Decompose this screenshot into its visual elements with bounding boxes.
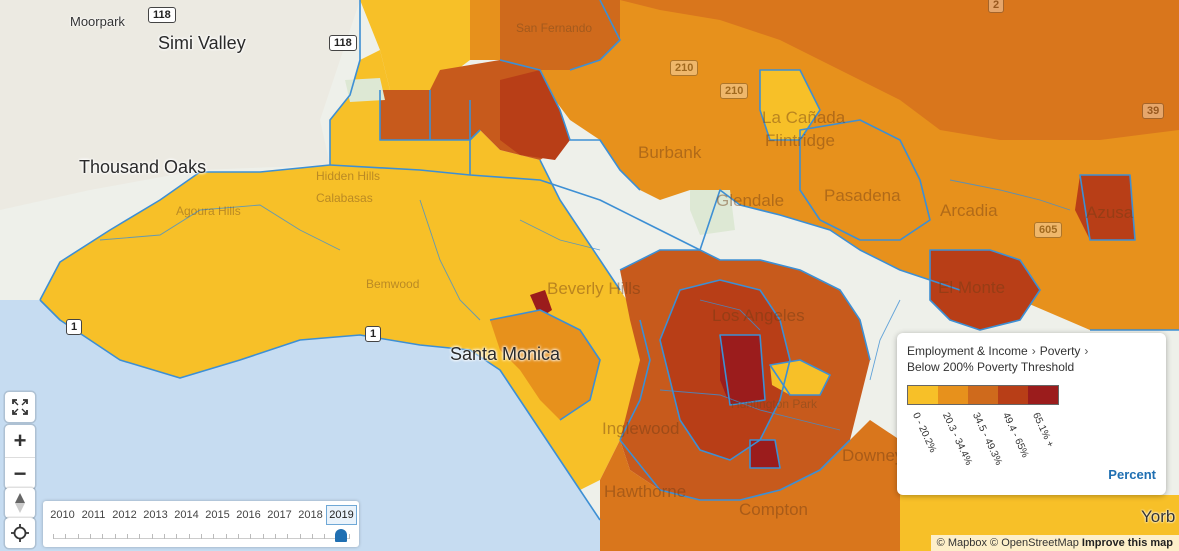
highway-shield: 210 xyxy=(670,60,699,76)
highway-shield: 210 xyxy=(720,83,749,99)
attribution: © Mapbox © OpenStreetMap Improve this ma… xyxy=(930,535,1179,551)
timeline-tick xyxy=(127,534,128,539)
year-list: 2010 2011 2012 2013 2014 2015 2016 2017 2018 2019 xyxy=(47,505,357,525)
highway-shield: 605 xyxy=(1034,222,1063,238)
year-timeline[interactable]: 2010 2011 2012 2013 2014 2015 2016 2017 2018 2019 xyxy=(43,501,359,547)
year-2011[interactable]: 2011 xyxy=(81,509,106,521)
mapbox-link[interactable]: © Mapbox xyxy=(936,537,987,549)
timeline-tick xyxy=(65,534,67,539)
osm-link[interactable]: © OpenStreetMap xyxy=(990,537,1079,549)
timeline-tick xyxy=(287,534,289,539)
year-2015[interactable]: 2015 xyxy=(205,509,230,521)
highway-shield: 1 xyxy=(365,326,382,342)
breadcrumb: Employment & Income › Poverty › Below 200% P… xyxy=(907,343,1157,375)
year-2014[interactable]: 2014 xyxy=(174,509,199,521)
timeline-tick xyxy=(275,534,276,539)
legend-swatches xyxy=(907,385,1059,405)
zoom-in-button[interactable]: + xyxy=(13,428,27,453)
timeline-tick xyxy=(324,534,326,539)
timeline-tick xyxy=(225,534,227,539)
percent-toggle-button[interactable]: Percent xyxy=(1108,467,1156,482)
legend-bin-label: 0 - 20.2% xyxy=(910,411,939,455)
legend-bin-label: 65.1% + xyxy=(1030,411,1056,450)
expand-icon xyxy=(12,399,28,415)
fullscreen-button[interactable] xyxy=(5,392,35,422)
timeline-tick xyxy=(299,534,301,539)
compass-button[interactable] xyxy=(5,488,35,518)
year-2019[interactable]: 2019 xyxy=(326,505,357,525)
legend-bin-label: 34.5 - 49.3% xyxy=(970,411,1004,468)
legend-swatch xyxy=(998,386,1028,404)
legend-labels: 0 - 20.2% 20.3 - 34.4% 34.5 - 49.3% 49.4 - … xyxy=(907,407,1067,477)
zoom-out-button[interactable]: − xyxy=(5,457,35,490)
chevron-right-icon: › xyxy=(1031,344,1036,358)
timeline-slider-handle[interactable] xyxy=(335,529,347,542)
timeline-tick xyxy=(176,534,178,539)
timeline-tick xyxy=(188,534,190,539)
improve-map-link[interactable]: Improve this map xyxy=(1081,537,1173,549)
highway-shield: 118 xyxy=(148,7,176,23)
crumb-item[interactable]: Employment & Income xyxy=(907,344,1028,358)
year-2010[interactable]: 2010 xyxy=(50,509,75,521)
timeline-tick xyxy=(151,534,153,539)
legend-panel: Employment & Income › Poverty › Below 200% P… xyxy=(897,333,1166,495)
timeline-tick xyxy=(77,534,79,539)
highway-shield: 2 xyxy=(988,0,1005,13)
year-2018[interactable]: 2018 xyxy=(298,509,323,521)
legend-swatch xyxy=(968,386,998,404)
timeline-ticks xyxy=(53,534,350,542)
year-2012[interactable]: 2012 xyxy=(112,509,137,521)
timeline-tick xyxy=(213,534,215,539)
year-2013[interactable]: 2013 xyxy=(143,509,168,521)
legend-swatch xyxy=(908,386,938,404)
timeline-tick xyxy=(250,534,252,539)
highway-shield: 39 xyxy=(1142,103,1165,119)
crumb-item[interactable]: Below 200% Poverty Threshold xyxy=(907,360,1075,374)
timeline-tick xyxy=(349,534,350,539)
year-2017[interactable]: 2017 xyxy=(267,509,292,521)
timeline-tick xyxy=(114,534,116,539)
crumb-item[interactable]: Poverty xyxy=(1039,344,1081,358)
legend-bin-label: 20.3 - 34.4% xyxy=(940,411,974,468)
timeline-tick xyxy=(90,534,91,539)
timeline-tick xyxy=(164,534,165,539)
timeline-tick xyxy=(262,534,264,539)
locate-button[interactable] xyxy=(5,518,35,548)
locate-icon xyxy=(11,524,29,542)
highway-shield: 118 xyxy=(329,35,357,51)
compass-icon xyxy=(15,493,25,513)
legend-swatch xyxy=(1028,386,1058,404)
timeline-tick xyxy=(238,534,239,539)
legend-bin-label: 49.4 - 65% xyxy=(1000,411,1031,460)
timeline-tick xyxy=(53,534,54,539)
legend-swatch xyxy=(938,386,968,404)
timeline-tick xyxy=(139,534,141,539)
highway-shield: 1 xyxy=(66,319,83,335)
zoom-control: + − xyxy=(5,425,35,489)
timeline-tick xyxy=(201,534,202,539)
year-2016[interactable]: 2016 xyxy=(236,509,261,521)
timeline-tick xyxy=(312,534,313,539)
chevron-right-icon: › xyxy=(1084,344,1089,358)
timeline-tick xyxy=(102,534,104,539)
